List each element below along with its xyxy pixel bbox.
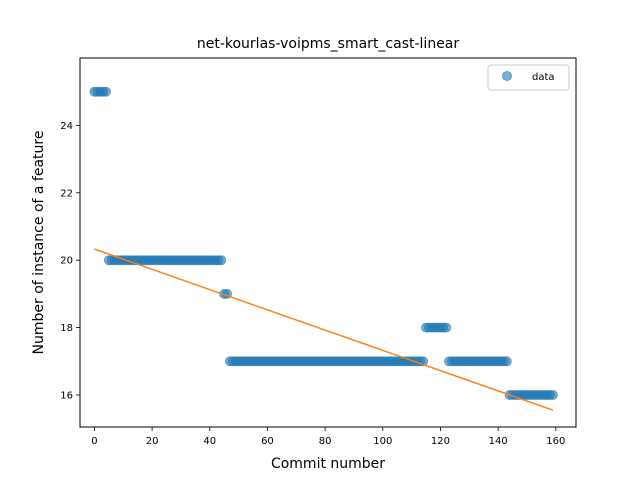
y-axis-label: Number of instance of a feature [31, 131, 47, 355]
data-point [216, 255, 227, 266]
plot-frame [79, 57, 577, 428]
x-tick-label: 20 [146, 436, 159, 447]
legend: data [487, 64, 570, 91]
fit-line-layer [94, 248, 554, 411]
data-point [501, 356, 512, 367]
legend-box [487, 64, 570, 91]
y-tick-label: 24 [60, 121, 73, 132]
x-tick-label: 40 [203, 436, 216, 447]
x-tick-label: 0 [91, 436, 97, 447]
data-point [441, 322, 452, 333]
x-tick-label: 60 [261, 436, 274, 447]
y-tick-label: 20 [60, 256, 73, 267]
axis-ticks: 0 20 40 60 80 100 120 140 160 16 18 20 22 24 [60, 121, 565, 447]
legend-label-data: data [532, 72, 555, 83]
data-points [89, 86, 558, 400]
x-tick-label: 120 [431, 436, 450, 447]
fit-line [94, 248, 554, 411]
y-tick-label: 22 [60, 188, 73, 199]
chart-title: net-kourlas-voipms_smart_cast-linear [197, 36, 460, 52]
legend-marker-data [502, 71, 512, 81]
data-point [100, 86, 111, 97]
y-tick-label: 16 [60, 390, 73, 401]
x-tick-label: 100 [373, 436, 392, 447]
data-point [547, 389, 558, 400]
x-tick-label: 140 [489, 436, 508, 447]
x-tick-label: 80 [319, 436, 332, 447]
y-tick-label: 18 [60, 323, 73, 334]
x-tick-label: 160 [546, 436, 565, 447]
x-axis-label: Commit number [271, 456, 385, 472]
